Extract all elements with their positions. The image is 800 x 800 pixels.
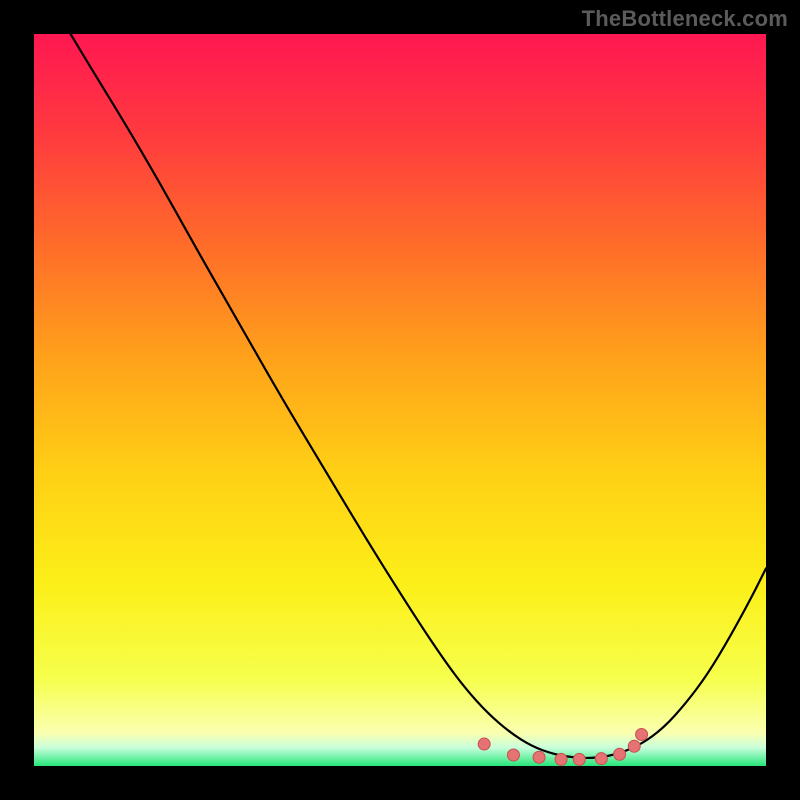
gradient-background [34,34,766,766]
chart-frame: TheBottleneck.com [0,0,800,800]
trough-marker [573,753,585,765]
trough-marker [507,749,519,761]
watermark-label: TheBottleneck.com [582,6,788,32]
trough-marker [478,738,490,750]
trough-marker [595,753,607,765]
trough-marker [614,748,626,760]
chart-svg [34,34,766,766]
trough-marker [628,740,640,752]
trough-marker [533,751,545,763]
plot-area [34,34,766,766]
trough-marker [555,753,567,765]
trough-marker [636,729,648,741]
